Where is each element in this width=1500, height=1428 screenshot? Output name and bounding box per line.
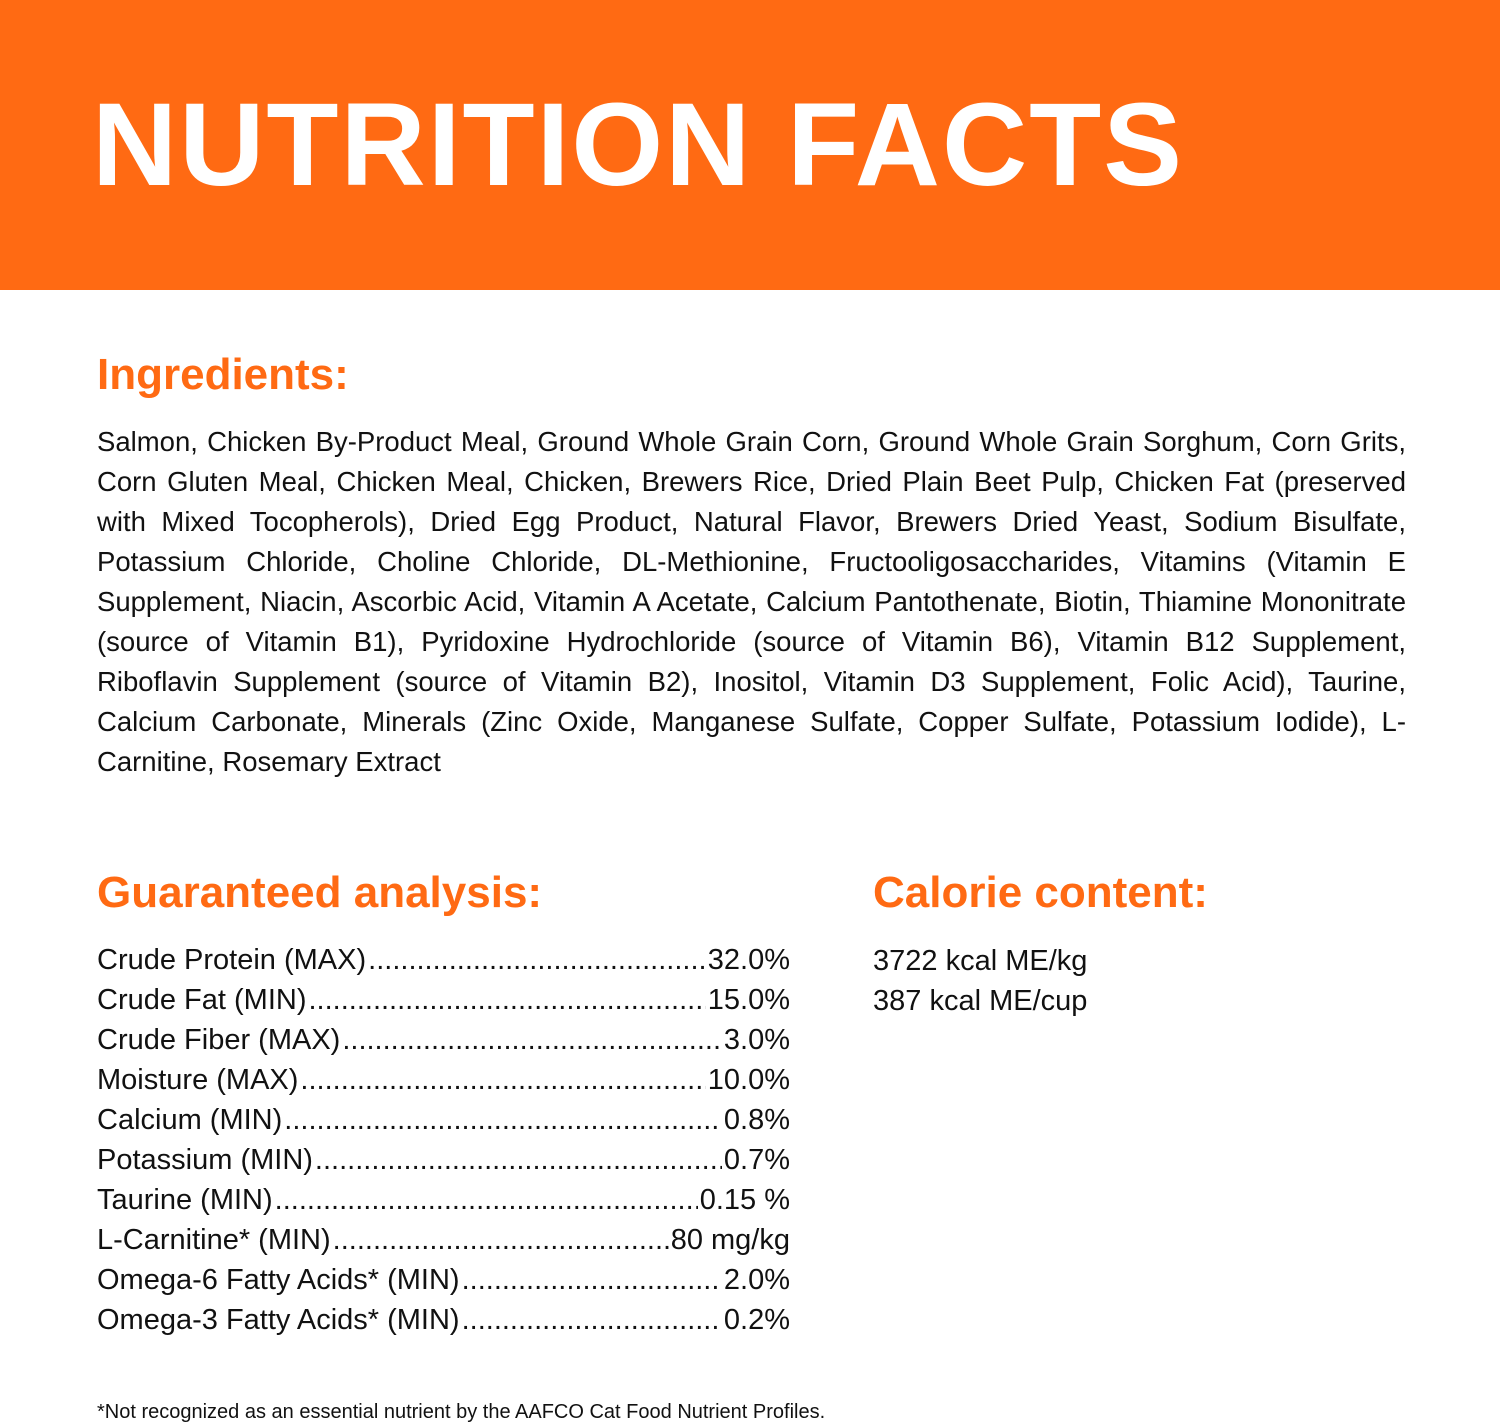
analysis-label: Crude Fiber (MAX) (97, 1024, 341, 1056)
analysis-value: 0.15 % (699, 1184, 790, 1216)
dot-leader (462, 1300, 722, 1340)
analysis-label: Omega-3 Fatty Acids* (MIN) (97, 1304, 460, 1336)
analysis-row: Moisture (MAX) 10.0% (97, 1060, 790, 1100)
dot-leader (462, 1260, 722, 1300)
analysis-row: Omega-6 Fatty Acids* (MIN) 2.0% (97, 1260, 790, 1300)
analysis-row: Crude Fat (MIN) 15.0% (97, 980, 790, 1020)
page-title: NUTRITION FACTS (92, 79, 1184, 211)
calorie-per-cup: 387 kcal ME/cup (873, 985, 1088, 1017)
dot-leader (275, 1180, 698, 1220)
analysis-value: 2.0% (723, 1264, 790, 1296)
analysis-value: 10.0% (707, 1064, 790, 1096)
analysis-value: 0.8% (723, 1104, 790, 1136)
analysis-label: Moisture (MAX) (97, 1064, 299, 1096)
analysis-label: Taurine (MIN) (97, 1184, 273, 1216)
analysis-row: Crude Fiber (MAX) 3.0% (97, 1020, 790, 1060)
analysis-label: L-Carnitine* (MIN) (97, 1224, 331, 1256)
dot-leader (342, 1020, 722, 1060)
analysis-label: Crude Protein (MAX) (97, 944, 367, 976)
footnote: *Not recognized as an essential nutrient… (97, 1401, 826, 1423)
dot-leader (300, 1060, 705, 1100)
analysis-value: 15.0% (707, 984, 790, 1016)
dot-leader (368, 940, 706, 980)
analysis-label: Omega-6 Fatty Acids* (MIN) (97, 1264, 460, 1296)
ingredients-text: Salmon, Chicken By-Product Meal, Ground … (97, 426, 1406, 777)
dot-leader (315, 1140, 722, 1180)
analysis-list: Crude Protein (MAX) 32.0% Crude Fat (MIN) 1… (97, 940, 790, 1340)
calorie-heading: Calorie content: (873, 868, 1208, 917)
ingredients-heading: Ingredients: (97, 350, 349, 399)
analysis-row: L-Carnitine* (MIN) 80 mg/kg (97, 1220, 790, 1260)
dot-leader (284, 1100, 722, 1140)
analysis-value: 3.0% (723, 1024, 790, 1056)
analysis-value: 80 mg/kg (670, 1224, 790, 1256)
analysis-label: Crude Fat (MIN) (97, 984, 307, 1016)
analysis-row: Taurine (MIN) 0.15 % (97, 1180, 790, 1220)
analysis-label: Calcium (MIN) (97, 1104, 283, 1136)
analysis-heading: Guaranteed analysis: (97, 868, 543, 917)
analysis-value: 0.7% (723, 1144, 790, 1176)
analysis-label: Potassium (MIN) (97, 1144, 313, 1176)
dot-leader (308, 980, 705, 1020)
header-banner: NUTRITION FACTS (0, 0, 1500, 290)
analysis-row: Potassium (MIN) 0.7% (97, 1140, 790, 1180)
dot-leader (333, 1220, 669, 1260)
calorie-per-kg: 3722 kcal ME/kg (873, 945, 1088, 977)
calorie-list: 3722 kcal ME/kg 387 kcal ME/cup (873, 941, 1087, 1021)
analysis-value: 32.0% (707, 944, 790, 976)
analysis-value: 0.2% (723, 1304, 790, 1336)
analysis-row: Crude Protein (MAX) 32.0% (97, 940, 790, 980)
analysis-row: Omega-3 Fatty Acids* (MIN) 0.2% (97, 1300, 790, 1340)
analysis-row: Calcium (MIN) 0.8% (97, 1100, 790, 1140)
